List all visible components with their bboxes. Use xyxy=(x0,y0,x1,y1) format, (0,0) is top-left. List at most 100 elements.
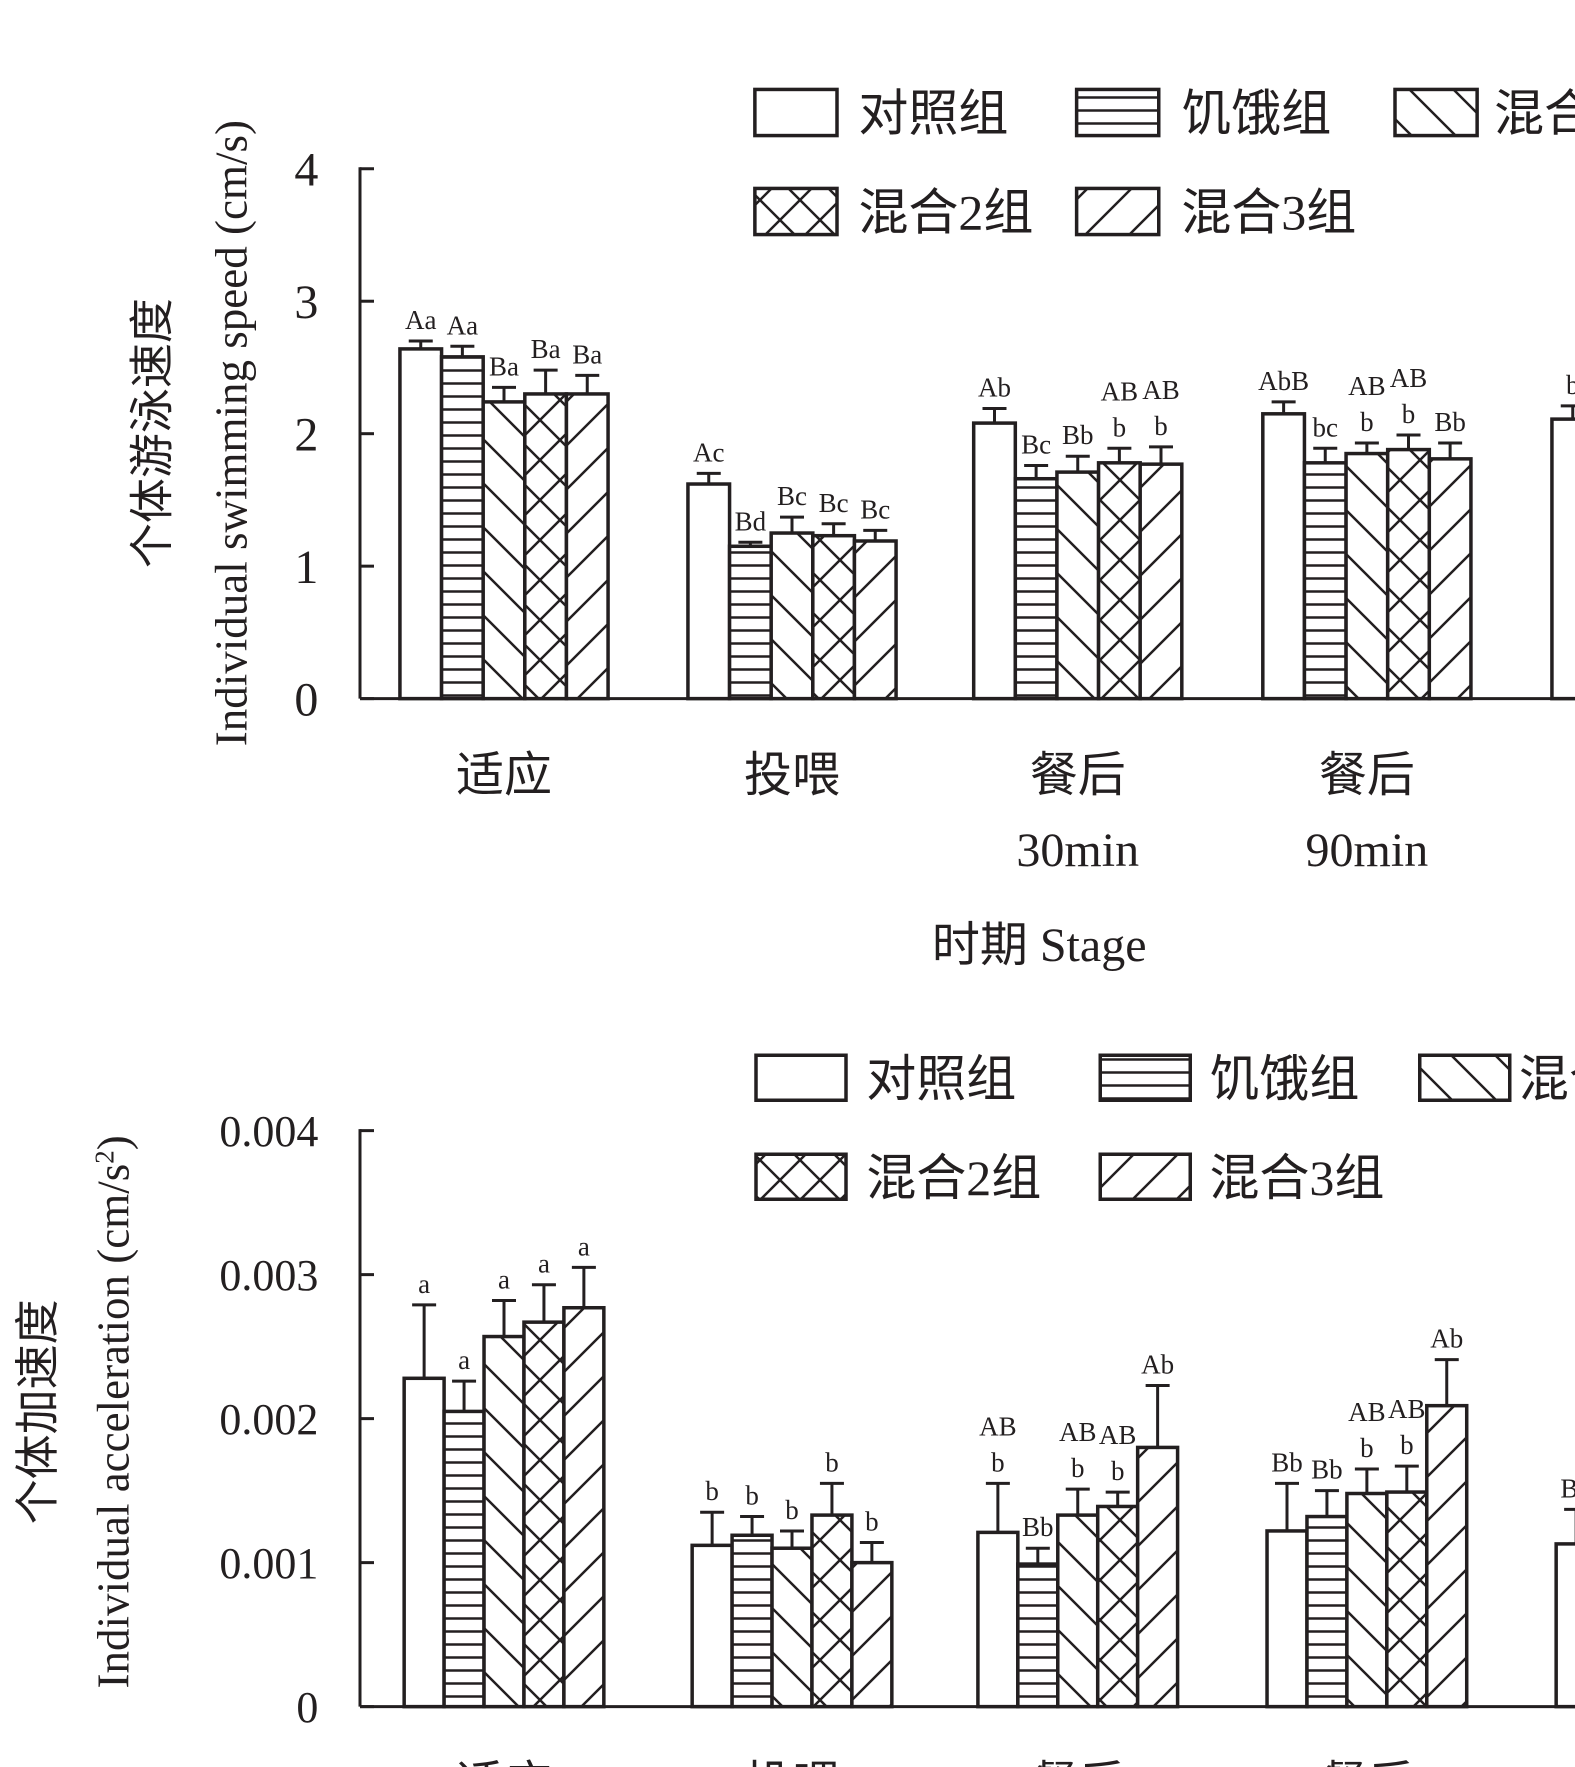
significance-label: b xyxy=(745,1481,759,1511)
x-tick-label-sub: 90min xyxy=(1306,824,1429,877)
y-tick-label: 0 xyxy=(294,673,318,726)
significance-label: AbB xyxy=(1258,366,1309,396)
significance-label: a xyxy=(498,1265,510,1295)
legend-label: 混合2组 xyxy=(858,185,1033,241)
significance-label: a xyxy=(418,1269,430,1299)
legend-label: 饥饿组 xyxy=(1181,86,1331,142)
y-tick-label: 1 xyxy=(294,541,318,594)
legend: 对照组 饥饿组 混合1组混合2组 混合3组 xyxy=(754,1051,1575,1206)
bar-none xyxy=(690,1543,734,1709)
significance-label: AB xyxy=(1101,376,1139,406)
bar-horizontal xyxy=(1302,461,1348,701)
legend-label: 混合3组 xyxy=(1181,185,1356,241)
bar-horizontal xyxy=(439,355,485,701)
bar-horizontal xyxy=(1016,1562,1060,1709)
significance-label: a xyxy=(458,1345,470,1375)
legend-label: 混合2组 xyxy=(866,1150,1041,1206)
significance-label: b xyxy=(1113,412,1127,442)
legend-swatch-none xyxy=(754,1053,848,1102)
bar-slash xyxy=(1427,457,1473,701)
legend-swatch-horizontal xyxy=(1098,1053,1192,1102)
significance-label: Ab xyxy=(978,373,1011,403)
bar-slash xyxy=(850,1560,894,1709)
significance-label: Ba xyxy=(572,339,602,369)
legend-item: 饥饿组 xyxy=(1074,86,1331,142)
significance-label: AB xyxy=(1390,363,1428,393)
significance-label: Aa xyxy=(447,310,478,340)
significance-label: Ab xyxy=(1430,1324,1463,1354)
significance-label: b xyxy=(705,1476,719,1506)
bar-none xyxy=(971,421,1018,701)
significance-label: Bc xyxy=(819,488,849,518)
y-tick-label: 3 xyxy=(294,276,318,329)
significance-label: Bb xyxy=(1311,1455,1343,1485)
legend-item: 对照组 xyxy=(753,86,1008,142)
legend-swatch-slash xyxy=(1098,1152,1192,1201)
y-axis-title-en: Individual acceleration (cm/s2) xyxy=(88,1135,138,1688)
legend-item: 饥饿组 xyxy=(1098,1051,1359,1107)
bar-slash xyxy=(1135,1445,1180,1709)
legend-item: 混合2组 xyxy=(753,185,1033,241)
bar-crosshatch xyxy=(522,1320,566,1709)
significance-label: Ac xyxy=(693,437,724,467)
x-tick-label: 餐后 xyxy=(1319,1758,1415,1767)
significance-label: b xyxy=(785,1495,799,1525)
legend-label: 混合1组 xyxy=(1494,86,1575,142)
legend-swatch-slash xyxy=(1074,186,1161,237)
x-tick-label: 适应 xyxy=(456,1758,552,1767)
bar-backslash xyxy=(1345,1491,1389,1709)
x-tick-label: 餐后 xyxy=(1319,749,1415,802)
legend-item: 对照组 xyxy=(754,1051,1016,1107)
bar-backslash xyxy=(1056,1513,1100,1709)
bar-crosshatch xyxy=(523,392,569,701)
significance-label: b xyxy=(1154,411,1168,441)
bar-backslash xyxy=(770,1546,814,1709)
legend-item: 混合2组 xyxy=(754,1150,1041,1206)
bar-backslash xyxy=(1344,451,1390,701)
significance-label: Aa xyxy=(405,305,436,335)
significance-label: Ba xyxy=(489,351,519,381)
legend: 对照组 饥饿组 混合1组混合2组 混合3组 xyxy=(753,86,1575,241)
bar-crosshatch xyxy=(810,1513,854,1709)
significance-label: Bb xyxy=(1062,420,1094,450)
significance-label: Ba xyxy=(531,334,561,364)
legend-swatch-backslash xyxy=(1418,1053,1512,1102)
significance-label: Bb xyxy=(1022,1512,1054,1542)
legend-label: 混合1组 xyxy=(1519,1051,1575,1107)
significance-label: Bb xyxy=(1271,1447,1303,1477)
y-tick-label: 4 xyxy=(294,144,318,197)
significance-label: AB xyxy=(1099,1420,1137,1450)
bar-horizontal xyxy=(442,1409,486,1709)
x-tick-label: 适应 xyxy=(456,749,552,802)
significance-label: b xyxy=(1400,1430,1414,1460)
significance-label: AB xyxy=(1059,1417,1097,1447)
bar-slash xyxy=(562,1305,606,1709)
significance-label: b xyxy=(1111,1456,1125,1486)
y-tick-label: 2 xyxy=(294,408,318,461)
x-tick-label: 投喂 xyxy=(744,749,840,802)
bar-slash xyxy=(852,539,898,701)
x-tick-label: 餐后 xyxy=(1030,1758,1126,1767)
y-axis-title-cn: 个体游泳速度 xyxy=(128,298,178,568)
x-axis-title: 时期 Stage xyxy=(932,919,1147,972)
bar-horizontal xyxy=(1305,1514,1349,1709)
bar-horizontal xyxy=(730,1533,774,1709)
significance-label: Bb xyxy=(1560,1473,1575,1503)
y-tick-label: 0.003 xyxy=(219,1251,318,1300)
significance-label: AB xyxy=(1348,371,1386,401)
significance-label: Ab xyxy=(1141,1350,1174,1380)
legend-swatch-crosshatch xyxy=(754,1152,848,1201)
legend-swatch-none xyxy=(753,87,839,138)
significance-label: AB xyxy=(1388,1394,1426,1424)
bar-none xyxy=(402,1376,446,1709)
significance-label: AB xyxy=(1142,375,1180,405)
acceleration-chart: 00.0010.0020.0030.004abbABBbBbabBbBbbABa… xyxy=(13,1051,1575,1767)
legend-label: 饥饿组 xyxy=(1209,1051,1359,1107)
legend-item: 混合3组 xyxy=(1074,185,1356,241)
bar-none xyxy=(1261,412,1307,701)
bar-backslash xyxy=(1055,470,1101,701)
significance-label: b xyxy=(991,1447,1005,1477)
bar-backslash xyxy=(769,531,815,701)
legend-label: 混合3组 xyxy=(1209,1150,1384,1206)
